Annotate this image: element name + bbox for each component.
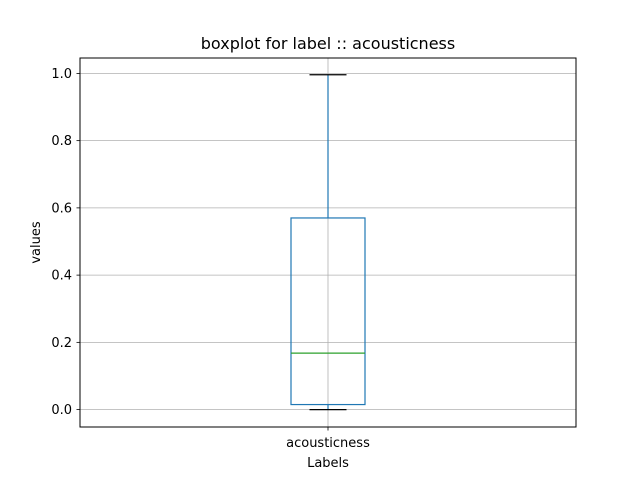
y-axis-label: values bbox=[29, 221, 44, 264]
iqr-box bbox=[290, 217, 366, 406]
x-tick-label: acousticness bbox=[286, 436, 370, 451]
y-tick-label: 0.4 bbox=[51, 269, 72, 284]
x-ticks: acousticness bbox=[286, 427, 370, 451]
plot-frame bbox=[79, 57, 577, 428]
chart-title: boxplot for label :: acousticness bbox=[201, 34, 455, 53]
y-ticks: 0.0 0.2 0.4 0.6 0.8 1.0 bbox=[51, 67, 80, 418]
y-tick-label: 1.0 bbox=[51, 67, 72, 82]
y-tick-label: 0.2 bbox=[51, 336, 72, 351]
box-marks bbox=[290, 74, 366, 411]
y-tick-label: 0.8 bbox=[51, 134, 72, 149]
x-axis-label: Labels bbox=[307, 456, 349, 471]
y-tick-label: 0.6 bbox=[51, 201, 72, 216]
y-tick-label: 0.0 bbox=[51, 403, 72, 418]
